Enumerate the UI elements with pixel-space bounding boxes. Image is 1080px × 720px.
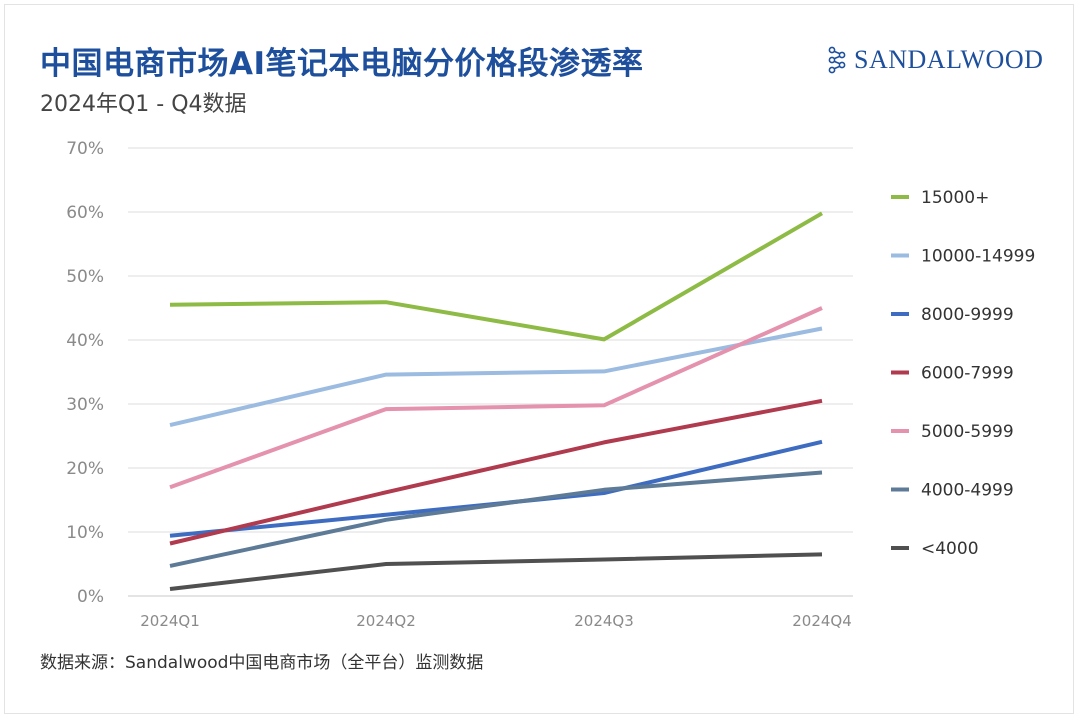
- brand-name: SANDALWOOD: [854, 45, 1044, 74]
- y-tick-label: 50%: [66, 267, 104, 287]
- frame: [4, 4, 1074, 714]
- series-line: [169, 470, 823, 568]
- y-tick-label: 60%: [66, 203, 104, 223]
- y-tick-label: 30%: [66, 395, 104, 415]
- data-source: 数据来源：Sandalwood中国电商市场（全平台）监测数据: [40, 653, 484, 673]
- legend-label: 6000-7999: [921, 364, 1014, 384]
- legend-label: 15000+: [921, 188, 989, 208]
- legend-label: 10000-14999: [921, 247, 1035, 267]
- series-line: [169, 211, 824, 342]
- y-tick-label: 0%: [77, 587, 104, 607]
- series-line: [169, 326, 823, 428]
- x-tick-label: 2024Q1: [140, 612, 200, 630]
- x-tick-label: 2024Q2: [356, 612, 416, 630]
- chart-subtitle: 2024年Q1 - Q4数据: [40, 92, 247, 117]
- line-chart: 0% 10% 20% 30% 40% 50% 60% 70% 2024Q1 2024Q2 2024Q…: [66, 139, 1035, 630]
- series-line: [169, 398, 823, 546]
- y-tick-label: 10%: [66, 523, 104, 543]
- legend-label: <4000: [921, 539, 979, 559]
- series-line: [169, 306, 823, 490]
- x-tick-label: 2024Q3: [574, 612, 634, 630]
- y-tick-label: 70%: [66, 139, 104, 159]
- legend-label: 5000-5999: [921, 422, 1014, 442]
- y-tick-label: 20%: [66, 459, 104, 479]
- y-tick-label: 40%: [66, 331, 104, 351]
- x-tick-label: 2024Q4: [792, 612, 852, 630]
- chart-title: 中国电商市场AI笔记本电脑分价格段渗透率: [40, 46, 644, 82]
- sandalwood-logo-icon: [828, 46, 846, 74]
- legend-label: 4000-4999: [921, 481, 1014, 501]
- brand-logo: SANDALWOOD: [826, 44, 1043, 76]
- legend-label: 8000-9999: [921, 305, 1014, 325]
- series-line: [169, 552, 823, 591]
